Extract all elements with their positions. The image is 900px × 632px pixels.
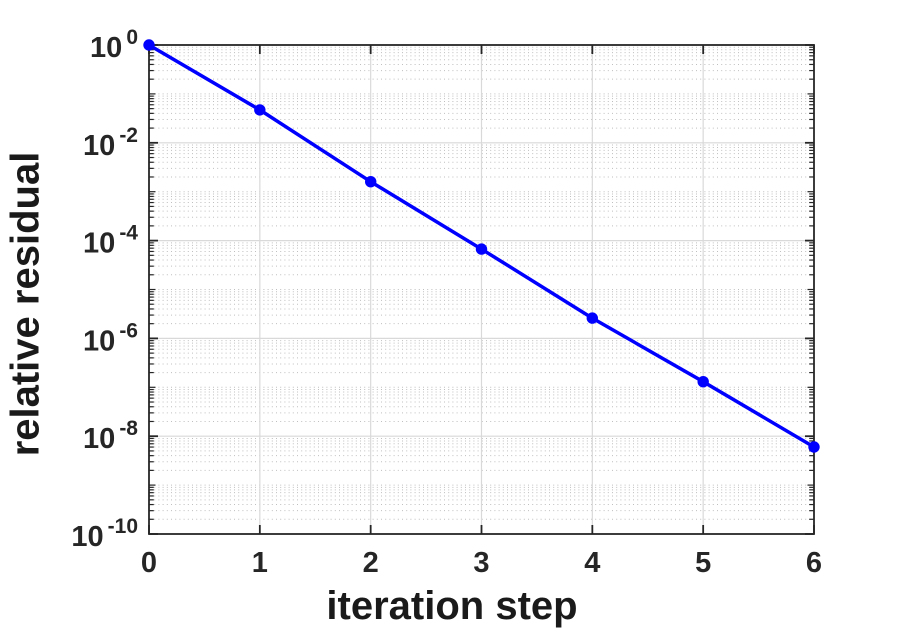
x-tick-label: 5 [695, 547, 711, 579]
y-tick-label: 10 -8 [83, 417, 138, 455]
y-axis-label: relative residual [3, 151, 48, 457]
data-point-marker [143, 39, 155, 51]
x-tick-label: 0 [141, 547, 157, 579]
y-tick-label: 10 -6 [83, 319, 138, 357]
data-point-marker [475, 243, 488, 255]
data-point-marker [808, 441, 820, 453]
axes-box [148, 44, 815, 535]
data-point-marker [254, 104, 266, 116]
data-point-marker [697, 376, 709, 388]
x-tick-label: 3 [473, 547, 489, 579]
x-tick-label: 2 [363, 547, 379, 579]
x-tick-label: 6 [806, 547, 822, 579]
x-tick-label: 4 [584, 547, 600, 579]
y-tick-label: 10 -10 [71, 515, 138, 553]
x-axis-label: iteration step [326, 584, 578, 628]
y-tick-label: 10 0 [90, 26, 138, 64]
data-point-marker [365, 176, 377, 188]
x-tick-label: 1 [252, 547, 268, 579]
y-tick-label: 10 -4 [83, 222, 138, 260]
data-point-marker [586, 312, 598, 324]
major-grid [150, 46, 813, 533]
y-tick-label: 10 -2 [83, 124, 138, 162]
